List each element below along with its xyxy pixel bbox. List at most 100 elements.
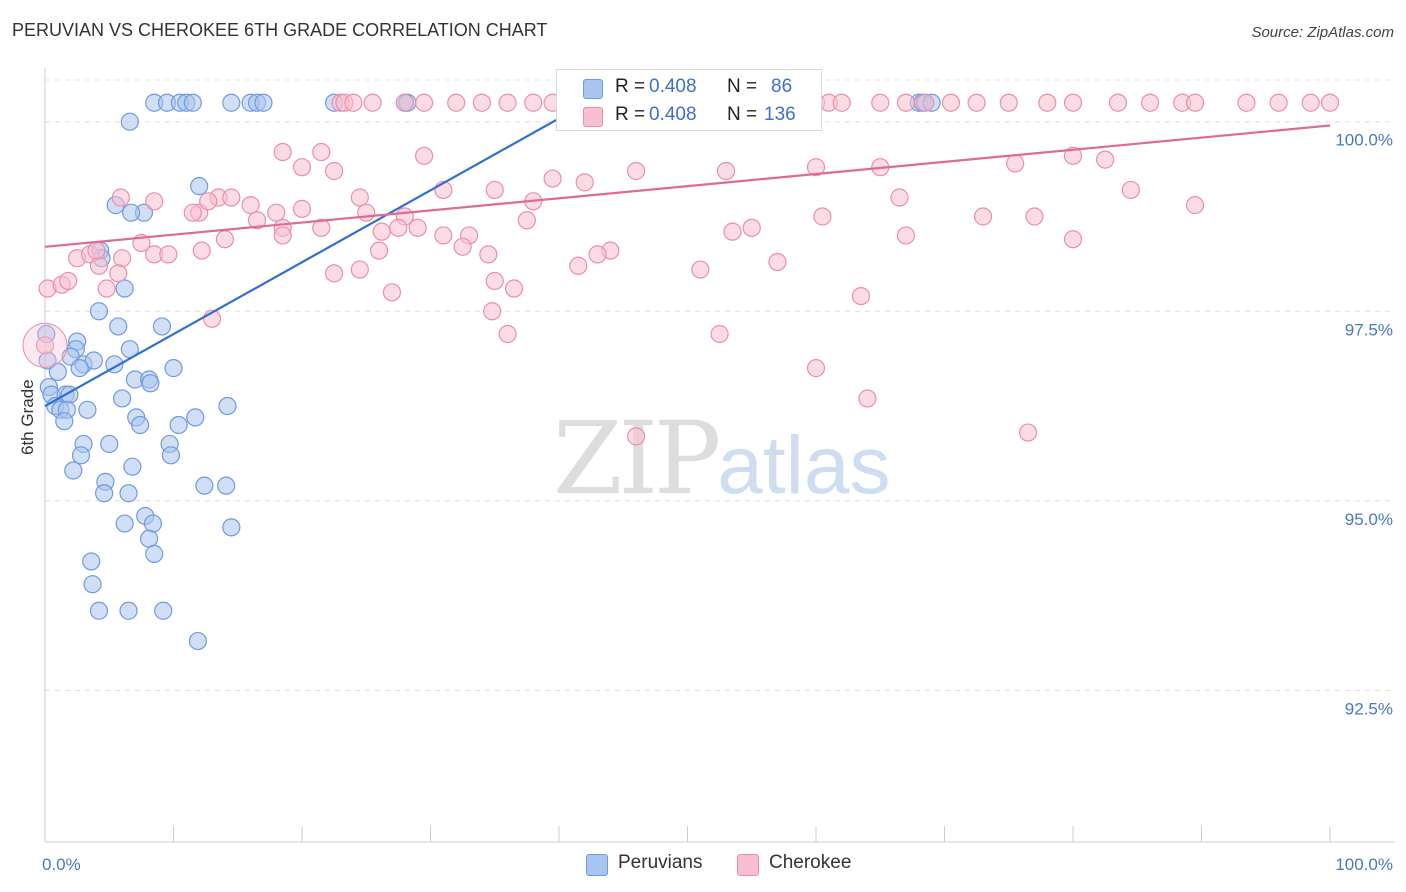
cherokee-point: [389, 218, 408, 237]
cherokee-point: [716, 161, 736, 181]
peruvian-point: [89, 302, 109, 321]
peruvian-point: [222, 518, 241, 537]
peruvian-point: [152, 317, 172, 336]
legend-n-label: N =: [727, 104, 758, 125]
cherokee-point: [768, 252, 787, 272]
cherokee-point: [485, 271, 504, 291]
cherokee-point: [806, 359, 826, 378]
peruvian-point: [222, 93, 241, 112]
legend-n-value: 86: [771, 76, 793, 97]
cherokee-point: [806, 158, 826, 177]
trend-lines: [44, 99, 1331, 407]
cherokee-point-large: [22, 322, 68, 368]
cherokee-point: [941, 93, 961, 112]
trend-line-peruvians: [44, 99, 592, 407]
peruvian-point: [161, 446, 181, 465]
cherokee-point: [192, 241, 211, 260]
peruvian-point: [188, 631, 208, 651]
cherokee-point: [447, 93, 466, 112]
cherokee-point: [414, 146, 434, 165]
cherokee-point: [273, 142, 292, 162]
peruvian-point: [183, 93, 202, 112]
cherokee-point: [967, 93, 986, 112]
cherokee-point: [524, 93, 543, 112]
peruvian-point: [154, 601, 173, 620]
axes: [44, 68, 1395, 843]
cherokee-point: [395, 93, 414, 112]
x-tick-label-max: 100.0%: [1335, 855, 1393, 874]
cherokee-point: [372, 222, 391, 241]
peruvian-point: [70, 359, 89, 378]
legend-swatch-cherokee: [583, 107, 603, 127]
peruvian-point: [195, 476, 214, 495]
cherokee-point: [626, 161, 646, 181]
cherokee-point: [1063, 146, 1083, 165]
cherokee-point: [504, 279, 524, 298]
cherokee-point: [247, 211, 267, 230]
cherokee-point: [871, 93, 890, 112]
cherokee-point: [1038, 93, 1057, 112]
watermark: ZIPatlas: [553, 400, 891, 517]
cherokee-point: [97, 279, 116, 298]
peruvian-point: [120, 112, 139, 131]
cherokee-point: [1096, 150, 1115, 169]
cherokee-point: [1185, 196, 1205, 215]
cherokee-point: [183, 203, 202, 222]
cherokee-point: [575, 173, 594, 192]
cherokee-point: [312, 142, 331, 162]
cherokee-point: [896, 226, 916, 245]
bottom-legend-label-cherokee: Cherokee: [769, 852, 852, 873]
peruvian-point: [123, 457, 142, 476]
bottom-legend-swatch-cherokee: [737, 854, 759, 876]
cherokee-point: [292, 158, 312, 177]
x-tick-label-min: 0.0%: [42, 855, 81, 874]
legend-n-value: 136: [764, 104, 796, 125]
peruvian-point: [186, 408, 205, 427]
cherokee-point: [87, 241, 106, 260]
cherokee-point: [1320, 93, 1340, 112]
cherokee-point: [710, 324, 729, 344]
cherokee-point: [112, 249, 132, 268]
peruvian-point: [119, 484, 138, 503]
cherokee-point: [1237, 93, 1256, 112]
cherokee-point: [312, 218, 331, 237]
y-tick-label: 100.0%: [1335, 131, 1393, 150]
peruvian-point: [112, 389, 132, 408]
series-peruvians: [37, 93, 941, 651]
cherokee-point: [241, 196, 260, 215]
cherokee-point: [517, 211, 536, 230]
cherokee-point: [59, 271, 78, 291]
watermark-zip: ZIP: [553, 400, 721, 517]
cherokee-point: [1121, 180, 1140, 200]
cherokee-point: [498, 324, 517, 344]
peruvian-point: [115, 514, 134, 533]
peruvian-point: [89, 601, 109, 620]
cherokee-point: [267, 203, 286, 222]
cherokee-point: [273, 226, 292, 245]
cherokee-point: [159, 245, 178, 264]
cherokee-point: [382, 283, 402, 302]
legend-row-cherokee: R = 0.408 N = 136: [557, 101, 821, 129]
cherokee-point: [858, 389, 877, 408]
peruvian-point: [115, 279, 134, 298]
cherokee-point: [890, 188, 909, 207]
cherokee-point: [199, 192, 218, 211]
cherokee-point: [723, 222, 742, 241]
peruvian-point: [141, 374, 160, 393]
peruvian-point: [95, 484, 114, 503]
cherokee-point: [1006, 154, 1025, 173]
source-label[interactable]: Source: ZipAtlas.com: [1251, 24, 1394, 41]
cherokee-point: [408, 218, 427, 237]
cherokee-point: [111, 188, 130, 207]
bottom-legend-label-peruvians: Peruvians: [618, 852, 703, 873]
y-tick-label: 95.0%: [1345, 510, 1393, 529]
peruvian-point: [164, 359, 183, 378]
peruvian-point: [119, 601, 138, 620]
peruvian-point: [130, 415, 150, 435]
legend-r-value: 0.408: [649, 104, 697, 125]
peruvian-point: [78, 400, 97, 419]
cherokee-point: [973, 207, 993, 226]
chart-title: PERUVIAN VS CHEROKEE 6TH GRADE CORRELATI…: [12, 20, 548, 40]
legend-r-value: 0.408: [649, 76, 697, 97]
